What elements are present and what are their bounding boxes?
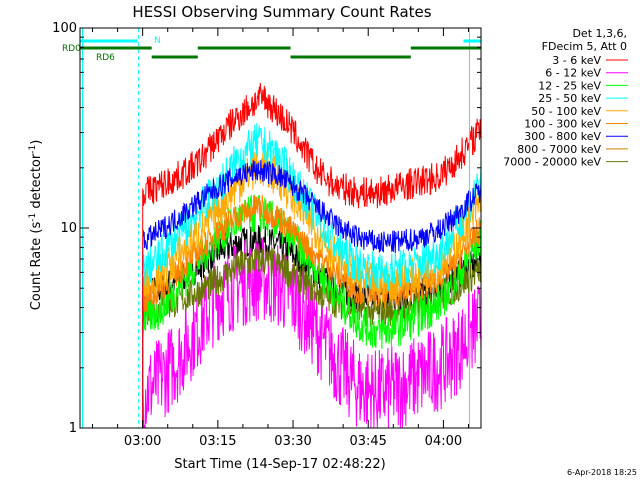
flag-label-rd6: RD6 <box>96 53 115 63</box>
y-axis-label-mid: detector <box>29 153 44 213</box>
x-tick-label: 03:30 <box>274 434 311 449</box>
series-line-100-300-kev <box>142 194 481 428</box>
legend-header-line2: FDecim 5, Att 0 <box>542 40 627 53</box>
footer-date: 6-Apr-2018 18:25 <box>567 468 637 477</box>
legend-label-3-6-kev: 3 - 6 keV <box>552 54 601 67</box>
y-tick-label: 100 <box>52 21 77 36</box>
y-axis-label-main: Count Rate (s <box>29 222 44 311</box>
legend-label-12-25-kev: 12 - 25 keV <box>538 79 601 92</box>
legend-label-6-12-kev: 6 - 12 keV <box>545 67 601 80</box>
legend-label-50-100-kev: 50 - 100 keV <box>531 105 601 118</box>
series-line-50-100-kev <box>142 148 481 428</box>
flag-label-n: N <box>154 36 161 46</box>
legend-label-800-7000-kev: 800 - 7000 keV <box>517 143 601 156</box>
series-line-3-6-kev <box>142 82 481 428</box>
series-line-300-800-kev <box>142 160 481 428</box>
chart-title: HESSI Observing Summary Count Rates <box>132 3 431 21</box>
flag-label-rd0: RD0 <box>62 44 81 54</box>
x-tick-label: 03:45 <box>349 434 386 449</box>
legend-label-100-300-kev: 100 - 300 keV <box>524 118 601 131</box>
legend-header-line1: Det 1,3,6, <box>572 27 627 40</box>
axes: RD0 RD6 N 03:00 03:15 03:30 03:45 04:00 1 10 100 <box>52 21 482 449</box>
y-axis-label-end: ) <box>29 140 44 145</box>
x-axis-label: Start Time (14-Sep-17 02:48:22) <box>174 457 385 472</box>
series-line-25-50-kev <box>142 122 481 428</box>
y-axis-label-sup1: -1 <box>28 213 38 222</box>
x-tick-label: 03:00 <box>124 434 161 449</box>
y-tick-label: 10 <box>60 221 77 236</box>
y-axis-label-sup2: -1 <box>28 145 38 154</box>
x-tick-label: 04:00 <box>425 434 462 449</box>
series-line-6-12-kev <box>142 238 481 428</box>
legend-label-7000-20000-kev: 7000 - 20000 keV <box>503 156 601 169</box>
legend-label-300-800-kev: 300 - 800 keV <box>524 130 601 143</box>
y-axis-label: Count Rate (s-1 detector-1) <box>28 140 44 311</box>
legend-label-25-50-kev: 25 - 50 keV <box>538 92 601 105</box>
y-tick-label: 1 <box>69 421 77 436</box>
x-tick-label: 03:15 <box>199 434 236 449</box>
